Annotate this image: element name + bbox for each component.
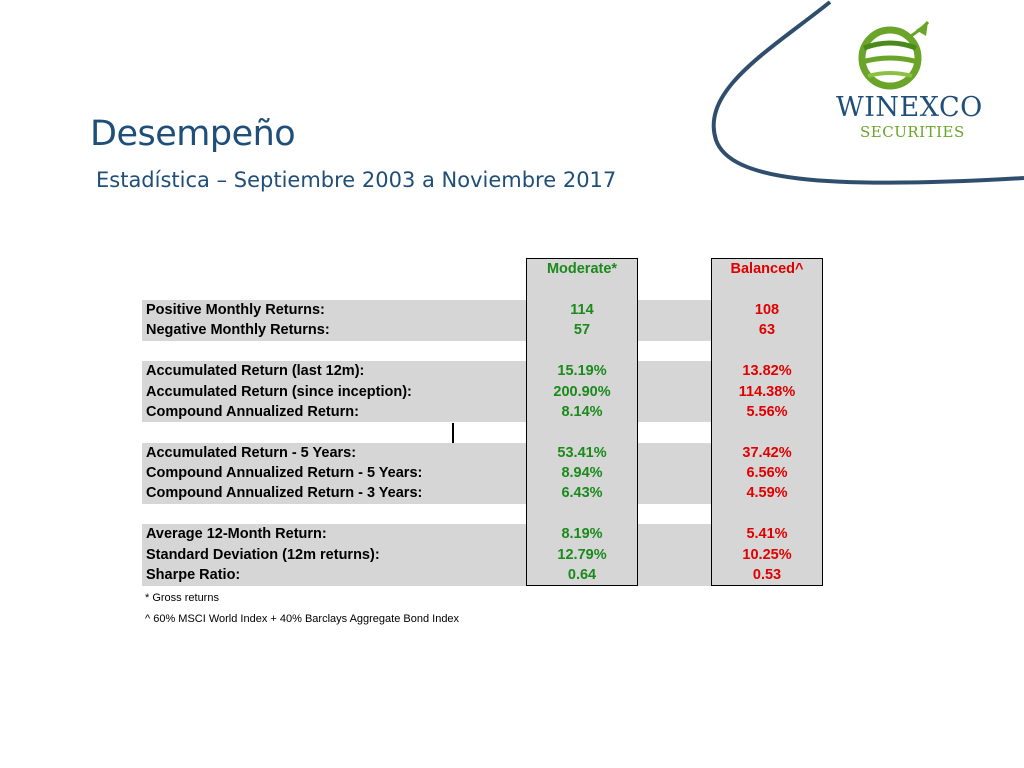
slide-subtitle: Estadística – Septiembre 2003 a Noviembr… [96, 168, 617, 192]
row-label: Compound Annualized Return: [142, 401, 527, 423]
table-row: Accumulated Return (last 12m): 15.19% 13… [142, 360, 823, 382]
table-row: Compound Annualized Return - 5 Years: 8.… [142, 462, 823, 484]
row-label: Standard Deviation (12m returns): [142, 544, 527, 565]
moderate-value: 0.64 [526, 564, 638, 587]
balanced-value: 10.25% [711, 544, 823, 565]
balanced-value: 5.56% [711, 401, 823, 423]
moderate-value: 8.19% [526, 524, 638, 545]
moderate-value: 15.19% [526, 360, 638, 382]
table-row: Positive Monthly Returns: 114 108 [142, 299, 823, 321]
logo-subtitle: SECURITIES [860, 123, 965, 141]
footnote-benchmark: ^ 60% MSCI World Index + 40% Barclays Ag… [145, 613, 460, 625]
balanced-value: 13.82% [711, 360, 823, 382]
balanced-value: 114.38% [711, 381, 823, 402]
balanced-value: 108 [711, 299, 823, 321]
header-moderate: Moderate* [526, 258, 638, 280]
winexco-globe-icon [858, 21, 930, 90]
moderate-value: 8.94% [526, 462, 638, 484]
header-balanced: Balanced^ [711, 258, 823, 280]
table-header-row: Moderate* Balanced^ [142, 258, 823, 280]
moderate-value: 200.90% [526, 381, 638, 402]
performance-table: Moderate* Balanced^ Positive Monthly Ret… [142, 258, 823, 587]
table-row: Accumulated Return - 5 Years: 53.41% 37.… [142, 442, 823, 463]
table-row: Negative Monthly Returns: 57 63 [142, 320, 823, 341]
logo-wordmark: WINEXCO [836, 92, 983, 123]
table-row: Compound Annualized Return - 3 Years: 6.… [142, 483, 823, 504]
balanced-value: 4.59% [711, 483, 823, 504]
row-label: Compound Annualized Return - 3 Years: [142, 483, 527, 504]
slide-title: Desempeño [90, 114, 296, 154]
balanced-value: 5.41% [711, 524, 823, 545]
table-row: Average 12-Month Return: 8.19% 5.41% [142, 524, 823, 545]
balanced-value: 63 [711, 320, 823, 341]
row-label: Accumulated Return (since inception): [142, 381, 527, 402]
moderate-value: 53.41% [526, 442, 638, 463]
row-label: Positive Monthly Returns: [142, 299, 527, 321]
row-label: Negative Monthly Returns: [142, 320, 527, 341]
row-label: Compound Annualized Return - 5 Years: [142, 462, 527, 484]
table-row: Accumulated Return (since inception): 20… [142, 381, 823, 402]
row-label: Average 12-Month Return: [142, 524, 527, 545]
balanced-value: 0.53 [711, 564, 823, 587]
table-row: Compound Annualized Return: 8.14% 5.56% [142, 401, 823, 423]
moderate-value: 12.79% [526, 544, 638, 565]
row-label: Accumulated Return - 5 Years: [142, 442, 527, 463]
header-swoosh [711, 0, 1024, 185]
moderate-value: 6.43% [526, 483, 638, 504]
row-label: Sharpe Ratio: [142, 564, 527, 586]
moderate-value: 8.14% [526, 401, 638, 423]
text-cursor [452, 423, 454, 443]
row-label: Accumulated Return (last 12m): [142, 360, 527, 382]
footnote-gross: * Gross returns [145, 592, 219, 604]
balanced-value: 6.56% [711, 462, 823, 484]
balanced-value: 37.42% [711, 442, 823, 463]
moderate-value: 57 [526, 320, 638, 341]
moderate-value: 114 [526, 299, 638, 321]
table-row: Sharpe Ratio: 0.64 0.53 [142, 564, 823, 587]
table-row: Standard Deviation (12m returns): 12.79%… [142, 544, 823, 565]
